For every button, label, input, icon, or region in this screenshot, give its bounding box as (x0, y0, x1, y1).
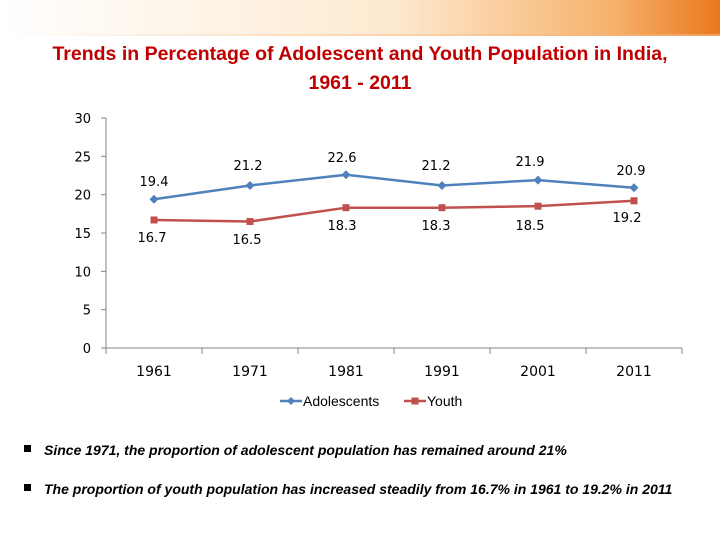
legend-label-adolescents: Adolescents (303, 393, 379, 409)
data-label-adolescents: 20.9 (617, 164, 646, 179)
data-point-adolescents (149, 194, 159, 204)
legend-label-youth: Youth (427, 393, 462, 409)
data-point-youth (246, 218, 254, 225)
notes-list: Since 1971, the proportion of adolescent… (24, 441, 714, 498)
x-tick-label: 1961 (136, 364, 172, 380)
header-band (0, 0, 720, 34)
data-point-youth (534, 202, 542, 210)
legend-marker-youth (411, 397, 419, 405)
data-point-youth (438, 204, 446, 212)
series-line-adolescents (153, 173, 635, 201)
data-label-youth: 16.5 (233, 233, 262, 248)
data-point-adolescents (437, 180, 447, 190)
y-tick-label: 30 (74, 112, 91, 127)
note-item: Since 1971, the proportion of adolescent… (24, 441, 714, 459)
data-label-adolescents: 21.9 (516, 155, 545, 170)
y-tick-label: 20 (74, 189, 91, 204)
data-label-adolescents: 21.2 (422, 159, 451, 174)
legend-marker-adolescents (287, 397, 295, 405)
note-text: Since 1971, the proportion of adolescent… (44, 442, 567, 458)
bullet-square-icon (24, 445, 31, 452)
data-label-adolescents: 22.6 (328, 151, 357, 166)
data-label-youth: 18.3 (328, 219, 357, 234)
y-tick-label: 15 (74, 227, 91, 242)
data-point-youth (150, 216, 158, 224)
y-tick-label: 25 (74, 150, 91, 165)
x-tick-label: 1991 (424, 364, 460, 380)
data-point-adolescents (341, 170, 351, 180)
note-item: The proportion of youth population has i… (24, 480, 714, 498)
bullet-square-icon (24, 484, 31, 491)
data-label-youth: 18.3 (422, 219, 451, 234)
data-label-youth: 19.2 (613, 211, 642, 226)
chart-title: Trends in Percentage of Adolescent and Y… (52, 43, 668, 94)
x-tick-label: 1971 (232, 364, 268, 380)
y-tick-label: 10 (74, 265, 91, 280)
data-point-adolescents (533, 175, 543, 185)
data-label-adolescents: 19.4 (140, 175, 169, 190)
x-tick-label: 2011 (616, 364, 652, 380)
header-rule (0, 34, 720, 36)
line-chart: 0 5 10 15 20 25 30 1961 1971 1981 1991 2001 2011 19.4… (74, 112, 683, 409)
y-tick-label: 0 (83, 342, 91, 357)
data-point-adolescents (629, 183, 639, 193)
x-tick-label: 2001 (520, 364, 556, 380)
y-tick-label: 5 (83, 304, 91, 319)
data-point-youth (342, 204, 350, 212)
data-label-adolescents: 21.2 (234, 159, 263, 174)
data-label-youth: 18.5 (516, 219, 545, 234)
x-tick-label: 1981 (328, 364, 364, 380)
data-point-adolescents (245, 180, 255, 190)
data-point-youth (630, 197, 638, 205)
series-line-youth (153, 199, 635, 223)
data-label-youth: 16.7 (138, 231, 167, 246)
note-text: The proportion of youth population has i… (44, 481, 673, 497)
